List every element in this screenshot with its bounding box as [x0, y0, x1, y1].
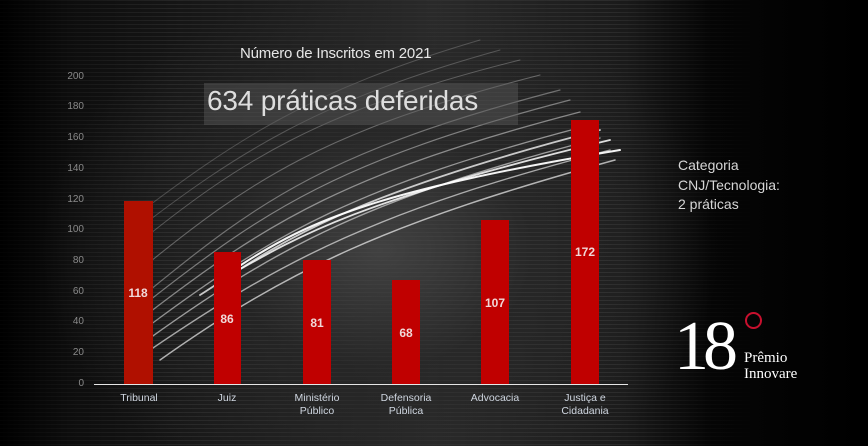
bar-tribunal — [124, 201, 153, 384]
bar-advocacia — [481, 220, 509, 384]
y-tick: 20 — [72, 347, 84, 358]
bar-value-label: 118 — [128, 286, 148, 300]
x-label: Tribunal — [120, 392, 158, 404]
y-tick: 0 — [78, 378, 84, 389]
bar-juiz — [214, 252, 241, 384]
x-label: Justiça e Cidadania — [561, 392, 609, 417]
x-label: Defensoria Pública — [380, 392, 432, 417]
y-tick: 100 — [67, 224, 84, 235]
bar-value-label: 172 — [574, 245, 596, 259]
y-tick: 200 — [67, 71, 84, 82]
bar-value-label: 107 — [484, 296, 506, 310]
x-label: Juiz — [217, 392, 237, 404]
bar-value-label: 81 — [310, 316, 324, 330]
y-tick: 120 — [67, 194, 84, 205]
y-tick: 180 — [67, 101, 84, 112]
bar-value-label: 86 — [220, 312, 234, 326]
headline: 634 práticas deferidas — [207, 85, 479, 116]
y-tick: 60 — [72, 286, 84, 297]
logo-ordinal-mark — [745, 312, 762, 329]
chart-title: Número de Inscritos em 2021 — [240, 45, 432, 62]
y-tick: 140 — [67, 163, 84, 174]
y-tick: 160 — [67, 132, 84, 143]
x-axis-line — [94, 384, 628, 385]
bar-ministerio-publico — [303, 260, 331, 384]
logo-number: 18 — [674, 308, 738, 385]
y-tick: 80 — [72, 255, 84, 266]
logo-text: Prêmio Innovare — [744, 350, 798, 382]
x-label: Advocacia — [470, 392, 520, 404]
bar-value-label: 68 — [399, 326, 413, 340]
headline-box — [204, 83, 518, 125]
bar-justica-e-cidadania — [571, 120, 599, 384]
side-annotation: Categoria CNJ/Tecnologia: 2 práticas — [678, 157, 780, 212]
y-tick: 40 — [72, 316, 84, 327]
x-label: Ministério Público — [294, 392, 340, 417]
bar-defensoria-publica — [392, 280, 420, 384]
